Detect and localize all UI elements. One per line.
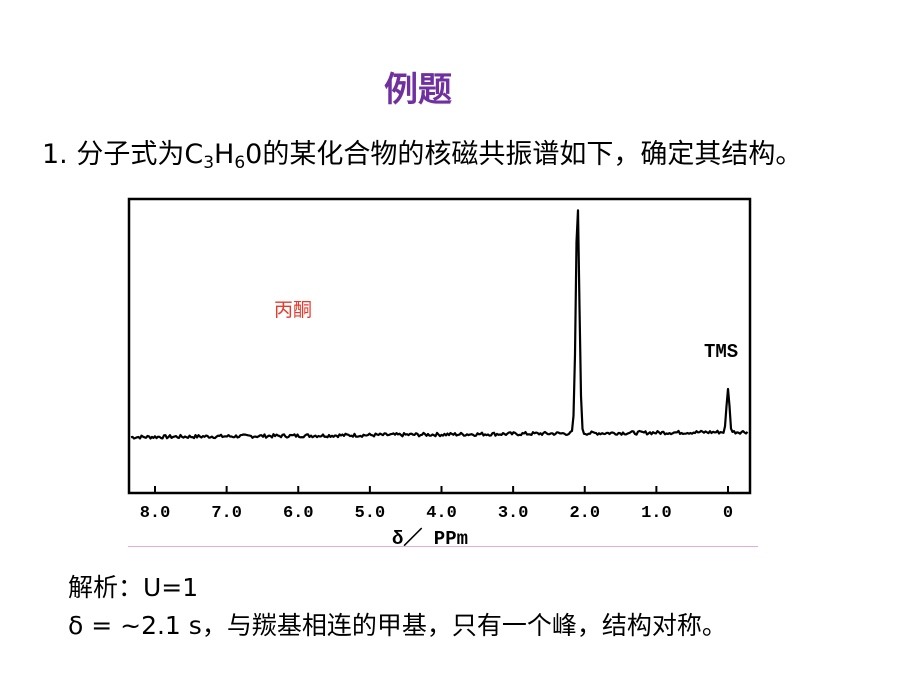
formula-h: H — [214, 139, 235, 170]
tms-label: TMS — [704, 341, 738, 363]
nmr-spectrum-chart: 8.0 7.0 6.0 5.0 4.0 3.0 2.0 1.0 0 丙酮 TMS δ／ PPm — [127, 197, 752, 550]
compound-label: 丙酮 — [274, 299, 312, 321]
analysis-line-1: 解析：U=1 — [68, 573, 199, 602]
x-tick-label: 1.0 — [641, 504, 672, 523]
spectrum-trace — [130, 209, 749, 440]
x-tick-label: 8.0 — [140, 504, 171, 523]
formula-subscript-h: 6 — [234, 153, 246, 173]
x-tick-label: 4.0 — [426, 504, 457, 523]
x-axis-tick-labels: 8.0 7.0 6.0 5.0 4.0 3.0 2.0 1.0 0 — [140, 504, 733, 523]
divider-line — [128, 546, 758, 547]
x-tick-label: 0 — [723, 504, 733, 523]
x-tick-label: 3.0 — [498, 504, 529, 523]
question-text: 1. 分子式为C3H60的某化合物的核磁共振谱如下，确定其结构。 — [42, 132, 802, 173]
analysis-line-2: δ = ~2.1 s，与羰基相连的甲基，只有一个峰，结构对称。 — [68, 611, 727, 640]
question-prefix: 1. 分子式为C — [42, 139, 204, 170]
question-suffix: 的某化合物的核磁共振谱如下，确定其结构。 — [262, 139, 803, 170]
x-tick-label: 5.0 — [355, 504, 386, 523]
x-axis-ticks — [154, 486, 729, 493]
formula-subscript-c: 3 — [203, 153, 215, 173]
x-tick-label: 7.0 — [211, 504, 242, 523]
formula-o: 0 — [245, 139, 263, 170]
x-tick-label: 6.0 — [283, 504, 314, 523]
x-tick-label: 2.0 — [569, 504, 600, 523]
slide-title: 例题 — [384, 70, 452, 110]
plot-frame — [127, 197, 752, 495]
